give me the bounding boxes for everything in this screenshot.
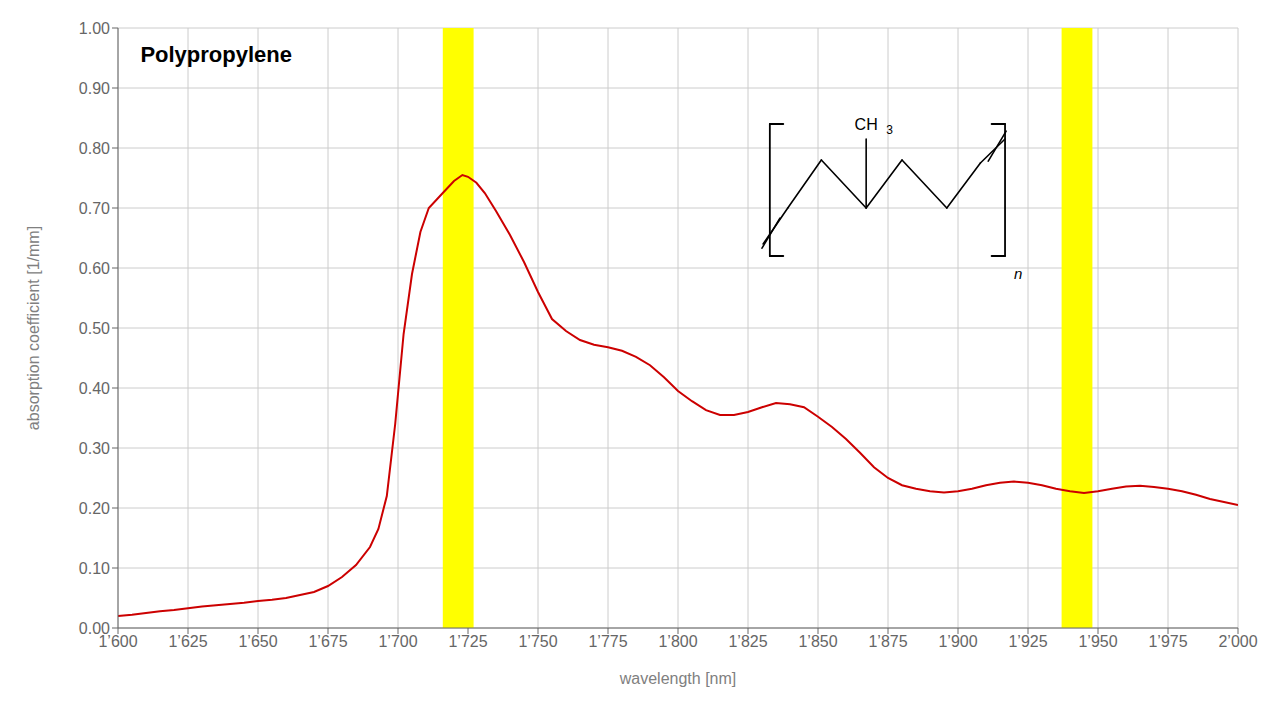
- svg-text:1’775: 1’775: [588, 633, 627, 650]
- svg-text:1’975: 1’975: [1148, 633, 1187, 650]
- svg-text:wavelength [nm]: wavelength [nm]: [619, 670, 737, 687]
- svg-text:CH: CH: [855, 116, 878, 133]
- svg-text:1’675: 1’675: [308, 633, 347, 650]
- svg-text:Polypropylene: Polypropylene: [140, 42, 292, 67]
- svg-text:1’950: 1’950: [1078, 633, 1117, 650]
- svg-text:0.20: 0.20: [79, 500, 110, 517]
- svg-text:2’000: 2’000: [1218, 633, 1257, 650]
- svg-text:0.10: 0.10: [79, 560, 110, 577]
- svg-text:0.00: 0.00: [79, 620, 110, 637]
- svg-text:1’750: 1’750: [518, 633, 557, 650]
- svg-text:absorption coefficient [1/mm]: absorption coefficient [1/mm]: [25, 226, 42, 430]
- svg-text:1.00: 1.00: [79, 20, 110, 37]
- svg-text:1’800: 1’800: [658, 633, 697, 650]
- svg-text:1’900: 1’900: [938, 633, 977, 650]
- svg-text:0.60: 0.60: [79, 260, 110, 277]
- svg-text:1’850: 1’850: [798, 633, 837, 650]
- svg-text:1’700: 1’700: [378, 633, 417, 650]
- svg-text:0.70: 0.70: [79, 200, 110, 217]
- svg-text:0.50: 0.50: [79, 320, 110, 337]
- svg-text:1’725: 1’725: [448, 633, 487, 650]
- svg-text:1’625: 1’625: [168, 633, 207, 650]
- svg-text:1’825: 1’825: [728, 633, 767, 650]
- svg-text:1’600: 1’600: [98, 633, 138, 651]
- svg-text:1’875: 1’875: [868, 633, 907, 650]
- svg-text:n: n: [1014, 265, 1022, 282]
- svg-text:3: 3: [886, 123, 893, 137]
- svg-text:1’925: 1’925: [1008, 633, 1047, 650]
- svg-text:0.80: 0.80: [79, 140, 110, 157]
- svg-text:0.90: 0.90: [79, 80, 110, 97]
- svg-text:0.30: 0.30: [79, 440, 110, 457]
- svg-text:1’650: 1’650: [238, 633, 277, 650]
- svg-text:0.40: 0.40: [79, 380, 110, 397]
